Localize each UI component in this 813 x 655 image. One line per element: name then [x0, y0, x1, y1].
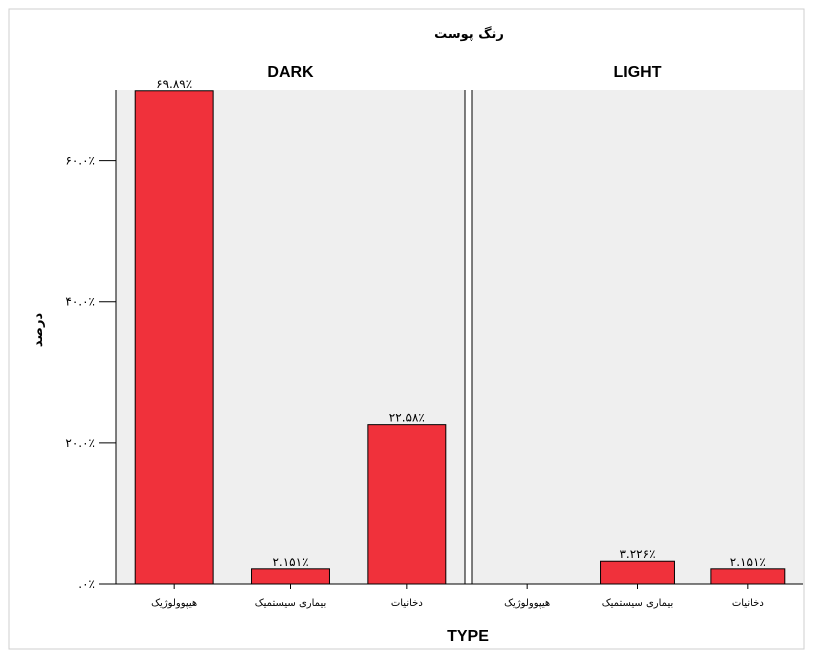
x-tick-label: هیپوولوژیک: [504, 598, 550, 609]
x-tick-label: دخانیات: [391, 598, 423, 609]
x-tick-label: دخانیات: [732, 598, 764, 609]
bar: [251, 568, 330, 585]
bar: [600, 560, 675, 585]
bar: [367, 424, 447, 585]
y-tick-label: .۰٪: [78, 577, 95, 591]
x-tick-label: بیماری سیستمیک: [602, 598, 674, 609]
y-tick-label: ۶۰.۰٪: [65, 154, 95, 168]
bar-value-label: ۲۲.۵۸٪: [389, 411, 425, 425]
plot-area: DARK LIGHT .۰٪ ۲۰.۰٪ ۴۰.۰٪ ۶۰.۰٪ ۶۹.۸۹٪ هیپوولو…: [65, 64, 803, 609]
y-tick-label: ۴۰.۰٪: [65, 295, 95, 309]
bar-value-label: ۶۹.۸۹٪: [156, 77, 192, 91]
x-tick-label: هیپوولوژیک: [151, 598, 197, 609]
chart-title: رنگ پوست: [434, 26, 504, 42]
panel-header: LIGHT: [614, 64, 662, 81]
bar: [710, 568, 786, 585]
bar-value-label: ۳.۲۲۶٪: [619, 547, 655, 561]
y-axis-label: درصد: [31, 313, 46, 348]
bar: [134, 90, 214, 585]
bar-value-label: ۲.۱۵۱٪: [272, 555, 308, 569]
x-axis-label: TYPE: [447, 628, 489, 645]
x-tick-label: بیماری سیستمیک: [255, 598, 327, 609]
y-tick-label: ۲۰.۰٪: [65, 436, 95, 450]
panel-header: DARK: [267, 64, 314, 81]
bar-value-label: ۲.۱۵۱٪: [730, 555, 766, 569]
panel-background: [472, 90, 803, 584]
